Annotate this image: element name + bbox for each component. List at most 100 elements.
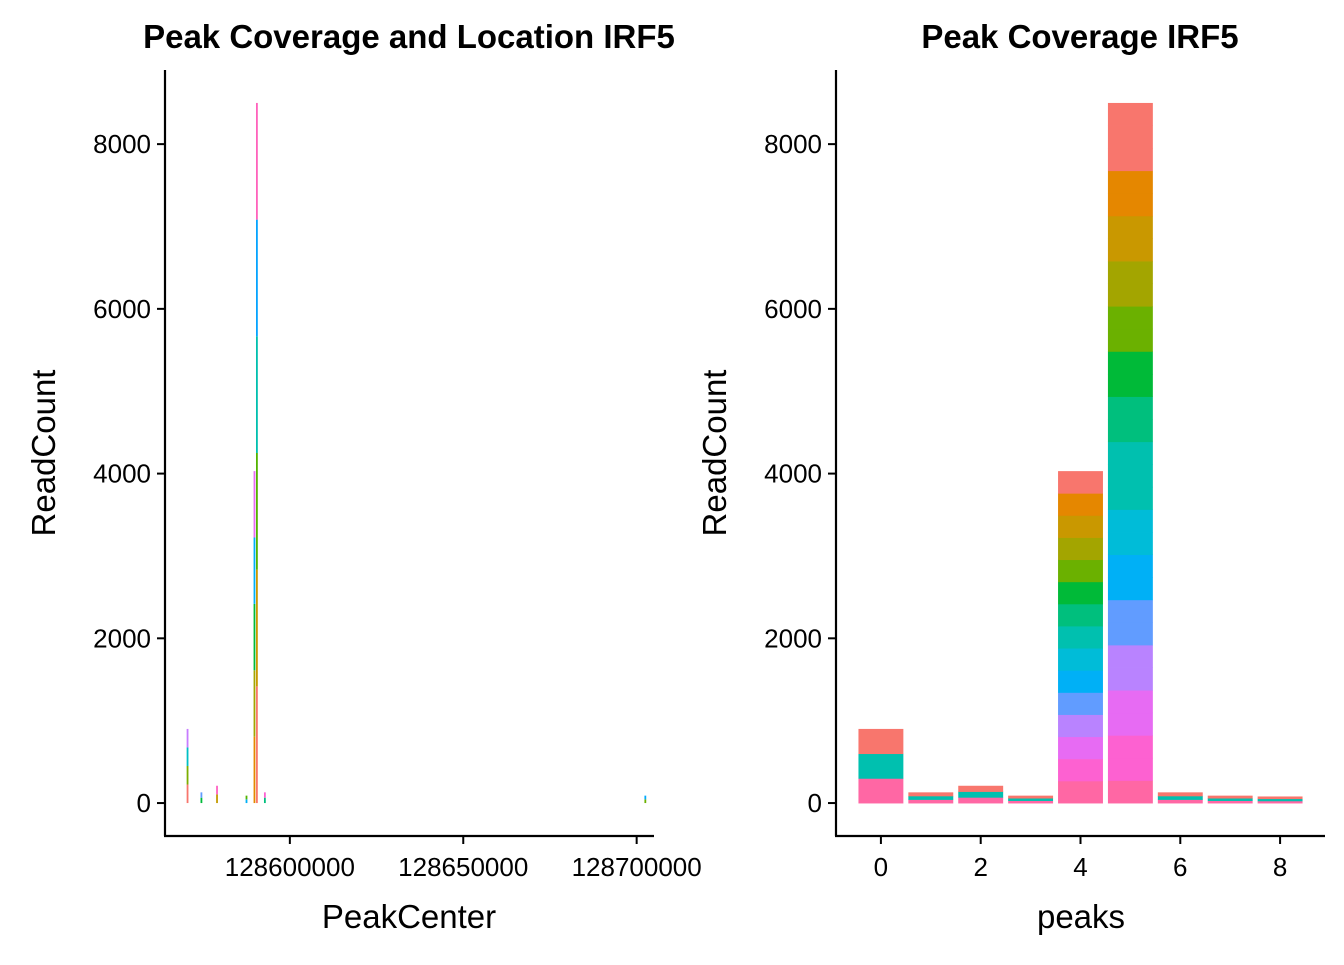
peak-bar-segment [253,471,256,538]
bar-segment [1107,757,1153,781]
peak-bar-segment [644,795,647,800]
peak-bar-segment [186,784,189,804]
bar-segment [1107,306,1153,330]
bar-segment [1058,714,1103,738]
bar-segment [958,791,1004,798]
peak-bar-segment [256,102,258,220]
bar-segment [1107,735,1153,759]
bar-segment [1107,577,1153,601]
bar-segment [958,785,1004,792]
y-tick-label: 6000 [764,294,822,324]
bars-group [186,102,647,804]
bar-segment [1058,670,1103,693]
x-tick-label: 4 [1073,852,1087,882]
bar-segment [1008,795,1054,799]
peak-bar-segment [216,794,218,804]
bar-segment [1157,799,1203,804]
bar-segment [1257,800,1303,804]
bar-segment [1058,559,1103,583]
x-tick-label: 128700000 [572,852,702,882]
y-ticks: 0 2000 4000 6000 8000 [93,129,165,818]
x-tick-label: 2 [973,852,987,882]
bar-segment [1207,800,1253,804]
bar-segment [1058,626,1103,649]
x-axis-title: PeakCenter [322,898,496,935]
bar-segment [1058,493,1103,516]
peak-bar-segment [256,219,258,337]
bar-segment [1107,441,1153,465]
y-tick-label: 6000 [93,294,151,324]
bar-segment [1058,736,1103,760]
bar-segment [1207,798,1253,801]
bar-segment [1107,396,1153,420]
bar-segment [1107,554,1153,578]
chart-title: Peak Coverage and Location IRF5 [143,18,675,55]
y-tick-label: 0 [808,788,822,818]
bar-segment [858,728,904,755]
x-axis-title: peaks [1037,898,1125,935]
bar-segment [958,797,1004,804]
peak-bar-segment [186,765,189,785]
bar-segment [1107,125,1153,149]
bar-segment [1107,193,1153,217]
bar-segment [1107,712,1153,736]
bar-segment [1107,215,1153,239]
bar-segment [1107,238,1153,262]
bar-segment [908,799,954,804]
bar-segment [908,792,954,797]
x-tick-label: 128600000 [225,852,355,882]
y-axis-title: ReadCount [25,370,62,537]
peak-bar-segment [216,785,218,795]
peak-bar-segment [245,795,248,800]
peak-bar-segment [253,537,256,604]
bar-segment [1107,102,1153,126]
peak-bar-segment [186,747,189,766]
bar-segment [1058,515,1103,538]
y-tick-label: 2000 [93,623,151,653]
bar-segment [1107,170,1153,194]
x-ticks: 128600000 128650000 128700000 [225,836,702,882]
y-tick-label: 2000 [764,623,822,653]
bar-segment [1107,509,1153,533]
bar-segment [1058,603,1103,627]
y-tick-label: 0 [137,788,151,818]
bar-segment [1207,795,1253,799]
bar-segment [1008,800,1054,804]
bar-segment [1107,599,1153,623]
x-tick-label: 6 [1173,852,1187,882]
bar-segment [1058,758,1103,782]
y-axis-title: ReadCount [696,370,733,537]
y-tick-label: 4000 [93,459,151,489]
panel-peak-location: Peak Coverage and Location IRF5 0 2000 400… [25,18,702,935]
peak-bar-segment [256,569,258,687]
bar-segment [1107,373,1153,397]
bar-segment [1058,581,1103,605]
y-tick-label: 8000 [93,129,151,159]
bar-segment [1157,792,1203,797]
bar-segment [1107,419,1153,443]
peak-bar-segment [245,799,248,804]
peak-bar-segment [644,799,647,804]
bar-segment [1058,471,1103,494]
peak-bar-segment [253,670,256,737]
panel-peak-coverage: Peak Coverage IRF5 0 2000 4000 6000 8000 0 2 4… [696,18,1325,935]
y-tick-label: 8000 [764,129,822,159]
bar-segment [858,778,904,804]
bar-segment [1107,644,1153,668]
peak-bar-segment [263,797,266,804]
x-ticks: 0 2 4 6 8 [874,836,1287,882]
bar-segment [1107,261,1153,285]
peak-bar-segment [256,453,258,570]
bar-segment [1107,690,1153,714]
bar-segment [1107,148,1153,172]
bar-segment [1058,537,1103,561]
bar-segment [1107,532,1153,556]
bar-segment [908,795,954,800]
peak-bar-segment [200,792,203,798]
peak-bar-segment [256,686,258,804]
peak-bar-segment [253,603,256,671]
y-tick-label: 4000 [764,459,822,489]
bar-segment [1058,648,1103,671]
